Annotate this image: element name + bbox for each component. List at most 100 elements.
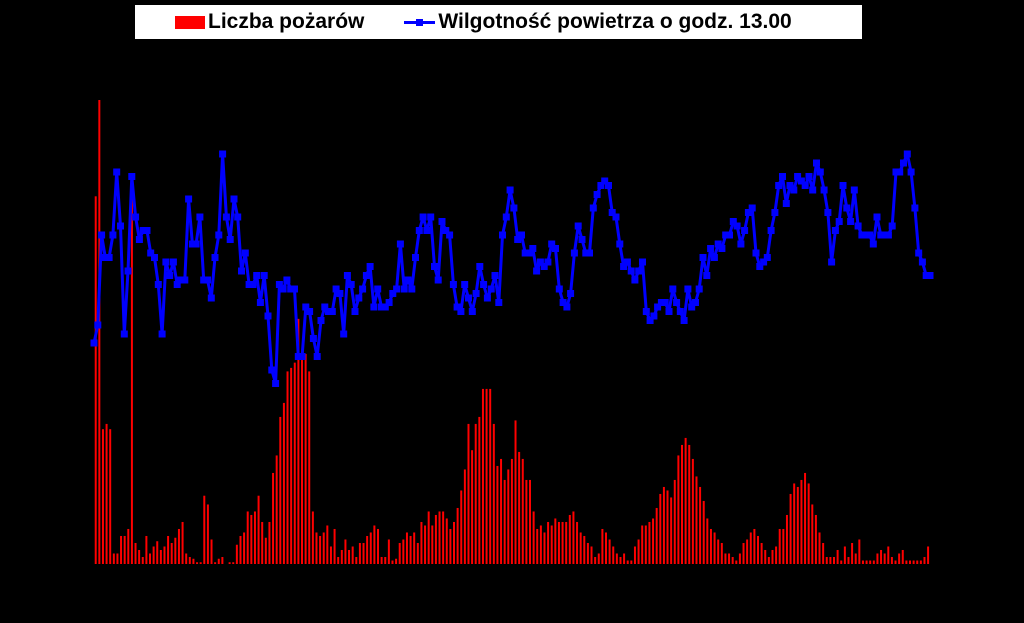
fires-bar [384,557,387,564]
humidity-point [472,290,480,297]
fires-bar [807,483,810,564]
humidity-point [718,245,726,252]
humidity-point [287,285,295,293]
humidity-point [563,303,571,311]
humidity-point [665,308,673,315]
humidity-point [847,218,855,225]
humidity-point [173,281,181,288]
fires-bar [557,521,560,564]
humidity-point [869,240,877,248]
fires-bar [152,546,155,564]
fires-bar [789,493,792,564]
fires-bar [348,549,351,564]
humidity-point [631,276,639,284]
fires-bar [206,504,209,564]
humidity-point [854,222,862,230]
humidity-point [226,236,234,243]
humidity-point [279,285,287,293]
humidity-point [873,213,881,221]
fires-bar [757,535,759,564]
fires-bar [681,444,683,564]
fires-bar [861,560,864,564]
humidity-point [181,276,189,284]
fires-bar [800,479,803,564]
humidity-point [650,312,658,320]
fires-bar [391,560,394,564]
fires-bar [782,528,785,564]
humidity-point [714,240,722,248]
fires-bar [811,504,814,564]
fires-bar [405,532,408,564]
fires-bar [496,465,499,564]
humidity-point [423,227,431,234]
fires-bar [235,544,238,564]
fires-bar [630,560,633,564]
humidity-point [593,191,601,198]
humidity-point [839,182,847,189]
fires-bar [561,521,564,564]
humidity-point [533,267,541,275]
fires-bar [880,549,883,564]
humidity-point [343,272,351,279]
humidity-point [680,317,688,324]
humidity-point [843,204,851,212]
fires-bar [199,562,202,564]
legend-label-fires: Liczba pożarów [208,10,365,33]
fires-bar [130,196,133,565]
humidity-point [268,366,276,374]
humidity-point [113,168,121,176]
fires-bar [492,423,495,564]
humidity-point [483,294,491,302]
humidity-point [351,308,359,315]
humidity-point [192,240,200,248]
fires-bar [612,546,615,564]
humidity-point [926,272,934,279]
humidity-point [238,267,245,275]
humidity-point [434,276,442,284]
humidity-point [794,173,802,180]
fires-bar [905,560,908,564]
fires-bar [916,560,919,564]
fires-bar [749,532,752,564]
humidity-point [570,249,578,257]
humidity-point [642,308,650,315]
humidity-point [215,231,223,239]
humidity-point [688,303,696,311]
fires-bar [500,458,503,564]
fires-bar [442,511,445,564]
humidity-point [574,222,582,230]
humidity-point [620,263,628,270]
humidity-point [744,209,752,216]
humidity-point [101,254,109,261]
humidity-point [918,258,926,266]
fires-bar [865,560,868,564]
humidity-point [824,209,832,216]
humidity-point [211,254,219,261]
legend-swatch-humidity [404,15,436,29]
humidity-point [555,285,563,293]
fires-bar [836,549,839,564]
humidity-point [582,249,590,257]
fires-bar [583,535,586,564]
humidity-point [559,299,567,306]
humidity-point [737,240,745,248]
fires-bar [272,472,275,564]
humidity-point [722,231,730,239]
fires-bar [438,511,441,564]
fires-bar [116,553,119,564]
humidity-point [915,249,923,257]
humidity-point [881,231,889,239]
fires-bar [539,525,542,564]
fires-bar [760,542,763,564]
humidity-point [366,263,374,270]
humidity-point [605,182,612,189]
humidity-point [381,303,389,311]
fires-bar [724,553,727,564]
humidity-point [415,227,423,234]
humidity-point [446,231,454,239]
fires-bar [275,455,278,564]
humidity-point [219,150,227,158]
chart-legend: Liczba pożarów Wilgotność powietrza o go… [135,5,862,39]
humidity-point [635,267,643,275]
fires-bar [290,367,293,564]
